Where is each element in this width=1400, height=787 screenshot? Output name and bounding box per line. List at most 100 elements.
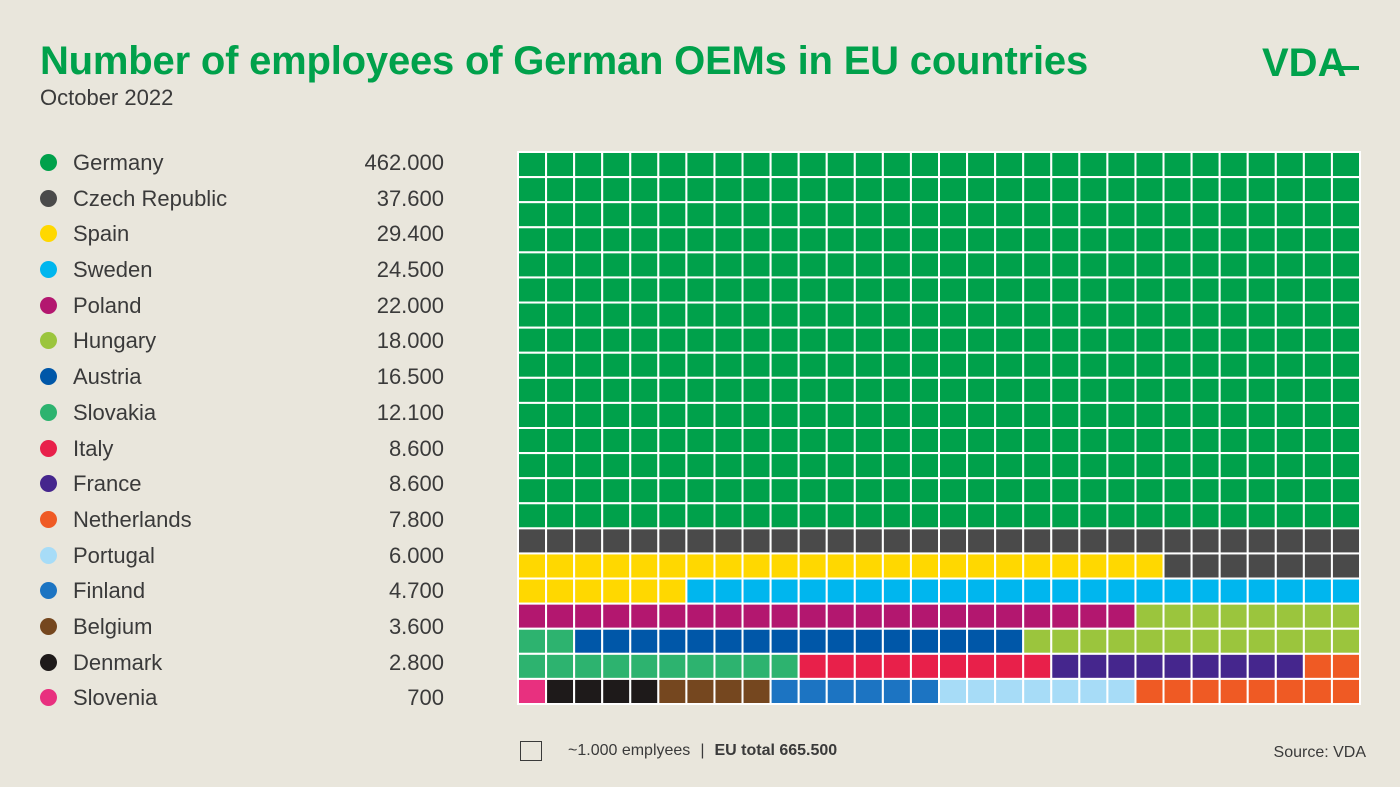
waffle-cell <box>966 201 997 229</box>
waffle-cell <box>1246 376 1277 404</box>
waffle-cell <box>1190 477 1221 505</box>
legend-item: Slovenia 700 <box>40 680 450 716</box>
waffle-cell <box>853 477 884 505</box>
waffle-cell <box>1274 502 1305 530</box>
waffle-cell <box>825 427 856 455</box>
waffle-cell <box>881 351 912 379</box>
waffle-cell <box>909 477 940 505</box>
waffle-cell <box>1330 276 1362 304</box>
waffle-cell <box>769 176 800 204</box>
waffle-cell <box>741 401 772 430</box>
waffle-cell <box>1218 401 1249 430</box>
waffle-cell <box>573 502 604 530</box>
waffle-cell <box>1330 151 1362 179</box>
waffle-cell <box>1022 401 1053 430</box>
waffle-cell <box>909 452 940 480</box>
waffle-cell <box>657 251 688 279</box>
waffle-cell <box>629 401 660 430</box>
waffle-cell <box>1246 477 1277 505</box>
waffle-cell <box>853 627 884 655</box>
waffle-cell <box>1302 276 1333 304</box>
waffle-cell <box>1246 326 1277 354</box>
waffle-cell <box>1022 376 1053 404</box>
waffle-cell <box>1190 176 1221 204</box>
waffle-cell <box>797 452 828 480</box>
waffle-cell <box>1050 326 1081 354</box>
waffle-cell <box>938 201 969 229</box>
waffle-cell <box>713 427 744 455</box>
waffle-cell <box>573 176 604 204</box>
waffle-cell <box>685 577 716 605</box>
waffle-cell <box>657 477 688 505</box>
waffle-cell <box>1162 176 1193 204</box>
waffle-cell <box>769 452 800 480</box>
waffle-cell <box>825 376 856 404</box>
legend-dot-icon <box>40 296 57 314</box>
waffle-cell <box>909 276 940 304</box>
waffle-cell <box>657 376 688 404</box>
waffle-cell <box>909 226 940 254</box>
waffle-cell <box>966 502 997 530</box>
waffle-cell <box>601 401 632 430</box>
waffle-cell <box>797 251 828 279</box>
waffle-cell <box>1274 301 1305 329</box>
legend-value: 700 <box>407 685 444 711</box>
waffle-cell <box>881 251 912 279</box>
waffle-cell <box>545 401 576 430</box>
waffle-cell <box>769 627 800 655</box>
waffle-cell <box>545 176 576 204</box>
waffle-cell <box>769 151 800 179</box>
waffle-cell <box>657 577 688 605</box>
waffle-cell <box>938 276 969 304</box>
waffle-cell <box>881 452 912 480</box>
waffle-cell <box>769 527 800 555</box>
waffle-cell <box>966 176 997 204</box>
legend-value: 2.800 <box>388 649 444 675</box>
waffle-cell <box>1190 652 1221 680</box>
waffle-cell <box>741 251 772 279</box>
waffle-cell <box>741 477 772 505</box>
waffle-cell <box>938 627 969 655</box>
waffle-cell <box>769 376 800 404</box>
waffle-cell <box>629 552 660 580</box>
waffle-cell <box>1022 276 1053 304</box>
waffle-cell <box>966 351 997 379</box>
waffle-cell <box>1274 376 1305 404</box>
waffle-cell <box>657 627 688 655</box>
waffle-cell <box>769 226 800 254</box>
waffle-cell <box>1218 251 1249 279</box>
waffle-cell <box>1106 226 1137 254</box>
waffle-cell <box>909 176 940 204</box>
waffle-cell <box>1050 276 1081 304</box>
waffle-cell <box>1134 226 1165 254</box>
waffle-cell <box>1246 627 1277 655</box>
waffle-cell <box>1218 276 1249 304</box>
waffle-cell <box>1134 427 1165 455</box>
waffle-cell <box>1190 201 1221 229</box>
legend-item: Belgium 3.600 <box>40 609 450 645</box>
waffle-cell <box>1078 176 1109 204</box>
waffle-cell <box>545 652 576 680</box>
waffle-cell <box>994 251 1025 279</box>
waffle-cell <box>1330 376 1362 404</box>
waffle-cell <box>1302 477 1333 505</box>
waffle-cell <box>1134 401 1165 430</box>
waffle-cell <box>825 602 856 630</box>
waffle-cell <box>657 301 688 329</box>
waffle-cell <box>1050 452 1081 480</box>
waffle-cell <box>573 301 604 329</box>
unit-label: ~1.000 emplyees <box>568 742 691 759</box>
waffle-cell <box>1106 477 1137 505</box>
legend-dot-icon <box>40 653 57 671</box>
waffle-cell <box>1162 427 1193 455</box>
waffle-cell <box>1302 351 1333 379</box>
legend-item: Poland 22.000 <box>40 288 450 324</box>
waffle-cell <box>545 452 576 480</box>
waffle-cell <box>1190 401 1221 430</box>
waffle-cell <box>657 652 688 680</box>
waffle-cell <box>1302 301 1333 329</box>
waffle-cell <box>853 427 884 455</box>
waffle-cell <box>713 502 744 530</box>
waffle-cell <box>657 351 688 379</box>
